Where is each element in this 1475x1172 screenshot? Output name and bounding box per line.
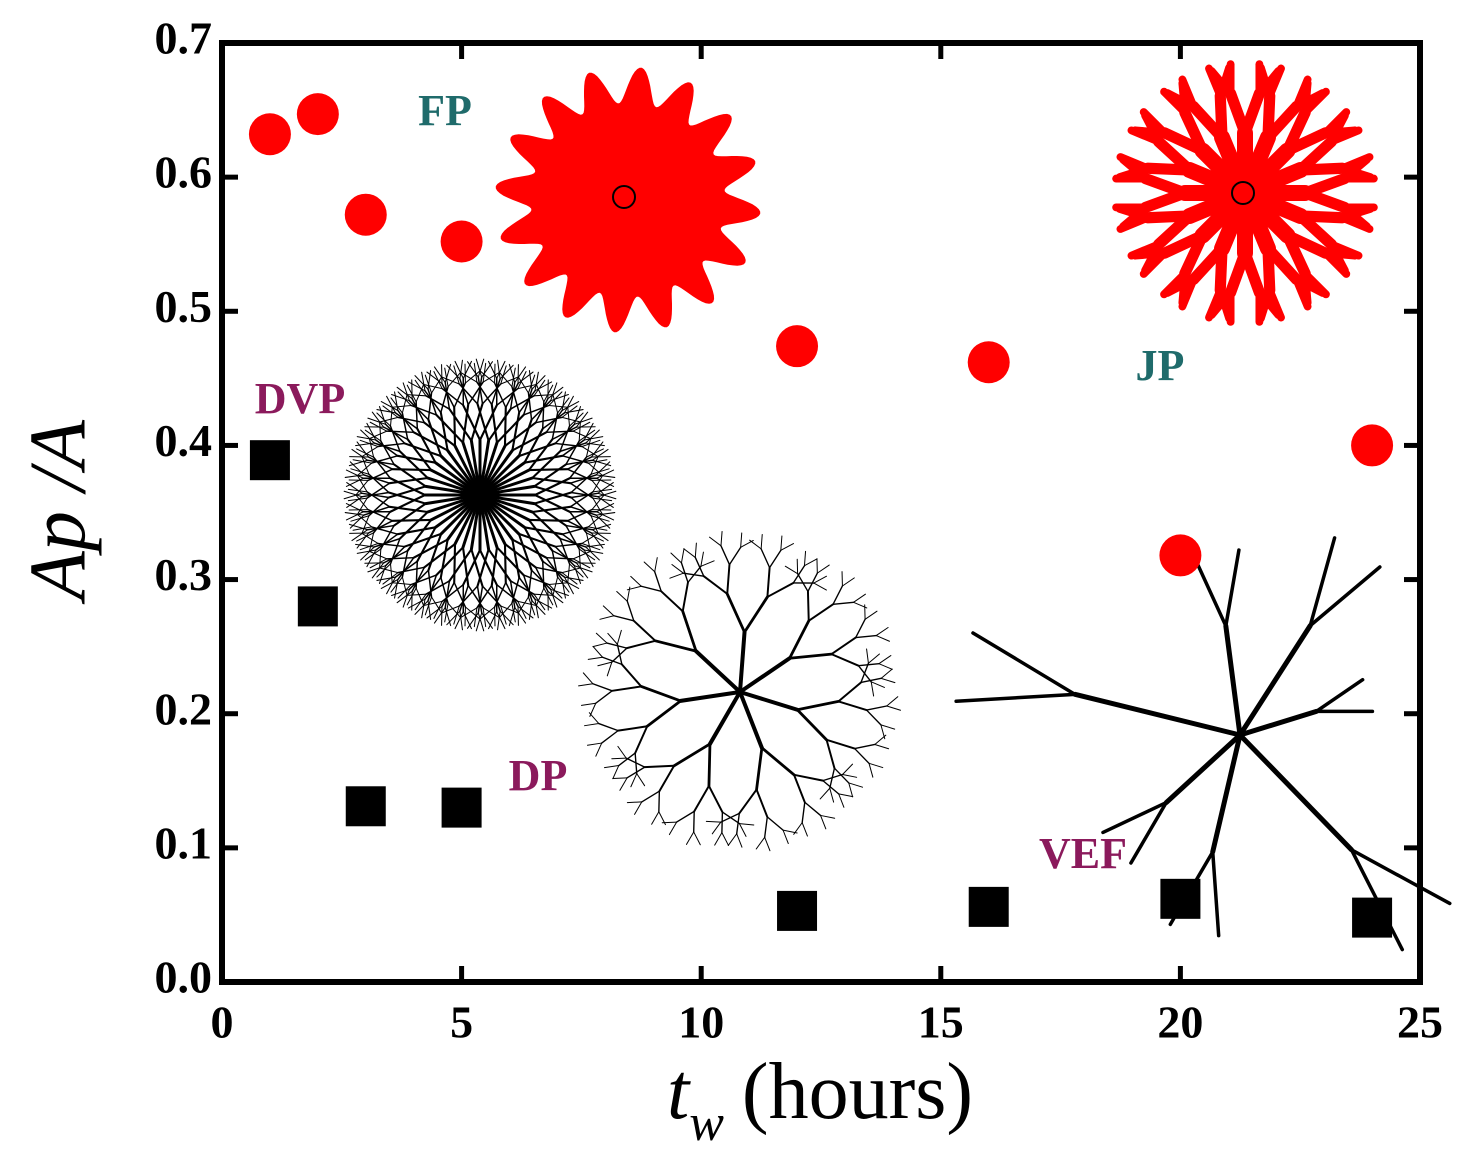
- y-tick-label: 0.5: [155, 281, 213, 332]
- data-square: [250, 440, 290, 480]
- annotation: DVP: [255, 374, 345, 423]
- pattern-branch: [627, 802, 641, 803]
- x-tick-label: 10: [678, 997, 724, 1048]
- annotation: VEF: [1039, 829, 1127, 878]
- pattern-branch: [393, 520, 431, 521]
- pattern-branch: [694, 811, 695, 832]
- pattern-branch: [1326, 253, 1355, 256]
- y-tick-label: 0.0: [155, 952, 213, 1003]
- y-tick-label: 0.2: [155, 683, 213, 734]
- data-point: [441, 221, 483, 263]
- pattern-branch: [1268, 96, 1270, 138]
- data-point: [345, 194, 387, 236]
- data-square: [1160, 879, 1200, 919]
- y-tick-label: 0.6: [155, 147, 213, 198]
- pattern-branch: [613, 778, 627, 779]
- pattern-branch: [529, 469, 567, 470]
- pattern-branch: [1300, 216, 1342, 218]
- data-point: [776, 325, 818, 367]
- pattern-branch: [612, 758, 626, 759]
- data-square: [298, 586, 338, 626]
- y-tick-label: 0.3: [155, 549, 213, 600]
- pattern-branch: [454, 408, 455, 446]
- data-point: [297, 93, 339, 135]
- pattern-branch: [722, 812, 723, 833]
- data-square: [969, 887, 1009, 927]
- data-square: [777, 891, 817, 931]
- annotation: FP: [418, 86, 472, 135]
- data-square: [442, 788, 482, 828]
- x-label-sub: w: [689, 1095, 724, 1152]
- y-tick-label: 0.4: [155, 415, 213, 466]
- x-label-unit: (hours): [742, 1048, 973, 1136]
- pattern-branch: [529, 520, 567, 521]
- y-axis-label: Ap /A: [14, 419, 102, 605]
- pattern-branch: [645, 766, 674, 767]
- x-tick-label: 20: [1157, 997, 1203, 1048]
- pattern-branch: [1305, 83, 1308, 112]
- page: Ap /A tw (hours) 0.0 0.1 0.2 0.3 0.4 0.5 0.6 0.7…: [0, 0, 1475, 1172]
- pattern-branch: [505, 408, 506, 446]
- annotation: DP: [509, 751, 568, 800]
- data-square: [1352, 898, 1392, 938]
- pattern-branch: [659, 791, 660, 812]
- x-label-main: t: [667, 1048, 691, 1136]
- annotation: JP: [1136, 341, 1185, 390]
- pattern-branch: [1148, 168, 1190, 170]
- x-tick-label: 5: [450, 997, 473, 1048]
- x-tick-label: 15: [918, 997, 964, 1048]
- pattern-branch: [454, 544, 455, 582]
- data-point: [1351, 424, 1393, 466]
- pattern-branch: [1135, 130, 1164, 133]
- pattern-branch: [505, 544, 506, 582]
- pattern-branch: [393, 469, 431, 470]
- data-square: [346, 786, 386, 826]
- x-tick-label: 25: [1397, 997, 1443, 1048]
- x-tick-label: 0: [211, 997, 234, 1048]
- data-point: [1159, 534, 1201, 576]
- data-point: [249, 113, 291, 155]
- pattern-branch: [1182, 274, 1185, 303]
- y-tick-label: 0.1: [155, 817, 213, 868]
- y-tick-label: 0.7: [155, 13, 213, 64]
- pattern-branch: [1220, 248, 1222, 290]
- pattern-branch: [662, 822, 676, 823]
- chart: Ap /A tw (hours) 0.0 0.1 0.2 0.3 0.4 0.5 0.6 0.7…: [0, 0, 1475, 1172]
- pattern-branch: [709, 744, 710, 786]
- pattern-branch: [808, 591, 809, 620]
- data-point: [968, 341, 1010, 383]
